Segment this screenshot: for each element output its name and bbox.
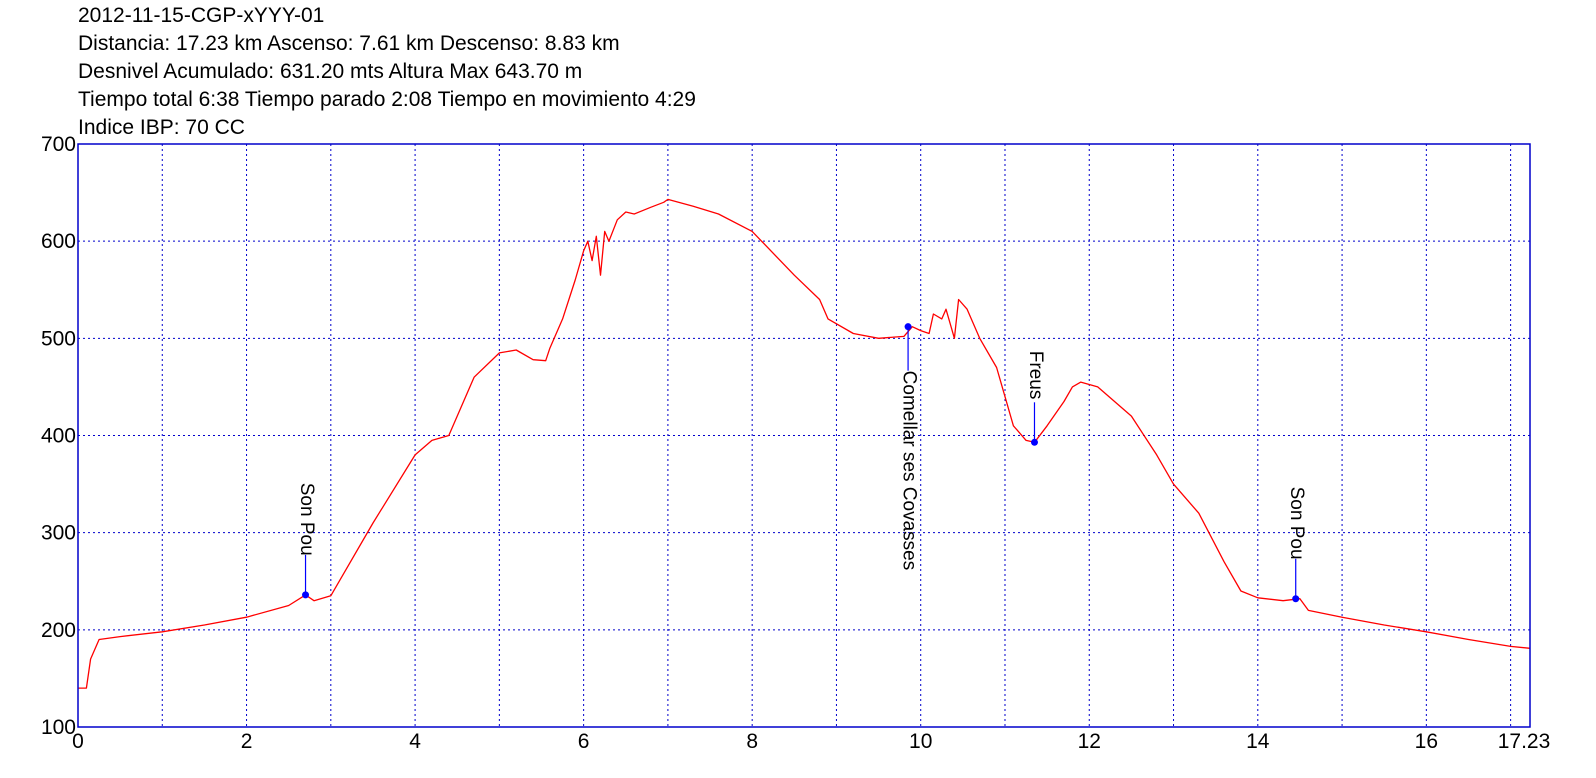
x-tick-label: 10 [909,730,932,753]
waypoint-label: Son Pou [296,483,317,556]
waypoint-dot [1030,438,1038,446]
track-summary: 2012-11-15-CGP-xYYY-01 Distancia: 17.23 … [78,2,696,142]
x-tick-label: 14 [1246,730,1270,753]
ibp-index: Indice IBP: 70 CC [78,116,245,139]
y-tick-label: 100 [41,716,76,739]
waypoint-dot [302,591,310,599]
time-summary: Tiempo total 6:38 Tiempo parado 2:08 Tie… [78,88,696,111]
x-tick-label: 17.23 [1498,730,1551,753]
x-tick-label: 12 [1078,730,1101,753]
elevation-summary: Desnivel Acumulado: 631.20 mts Altura Ma… [78,60,583,83]
y-axis-ticks: 100 200 300 400 500 600 700 [41,133,76,739]
profile-line-layer [78,198,1531,689]
y-tick-label: 300 [41,522,76,545]
y-tick-label: 500 [41,327,76,350]
x-tick-label: 2 [241,730,253,753]
waypoint-label: Comellar ses Covasses [899,371,920,571]
x-tick-label: 4 [409,730,421,753]
y-tick-label: 400 [41,425,76,448]
plot-frame [77,143,1531,728]
y-tick-label: 700 [41,133,76,156]
y-tick-label: 600 [41,230,76,253]
x-tick-label: 8 [746,730,758,753]
elevation-profile-line [78,198,1531,689]
waypoint-marker[interactable]: Freus [1025,351,1046,446]
waypoint-label: Son Pou [1286,487,1307,560]
waypoint-layer: Son Pou Comellar ses Covasses Freus Son Pou [296,323,1307,603]
x-tick-label: 0 [72,730,84,753]
waypoint-label: Freus [1025,351,1046,400]
grid-lines [78,144,1530,727]
waypoint-dot [1292,595,1300,603]
x-tick-label: 6 [578,730,590,753]
waypoint-marker[interactable]: Son Pou [296,483,317,599]
waypoint-dot [904,323,912,331]
waypoint-marker[interactable]: Comellar ses Covasses [899,323,920,570]
x-tick-label: 16 [1415,730,1438,753]
x-axis-ticks: 0 2 4 6 8 10 12 14 16 17.23 [72,730,1550,753]
distance-summary: Distancia: 17.23 km Ascenso: 7.61 km Des… [78,32,620,55]
waypoint-marker[interactable]: Son Pou [1286,487,1307,603]
y-tick-label: 200 [41,619,76,642]
track-name: 2012-11-15-CGP-xYYY-01 [78,4,325,27]
